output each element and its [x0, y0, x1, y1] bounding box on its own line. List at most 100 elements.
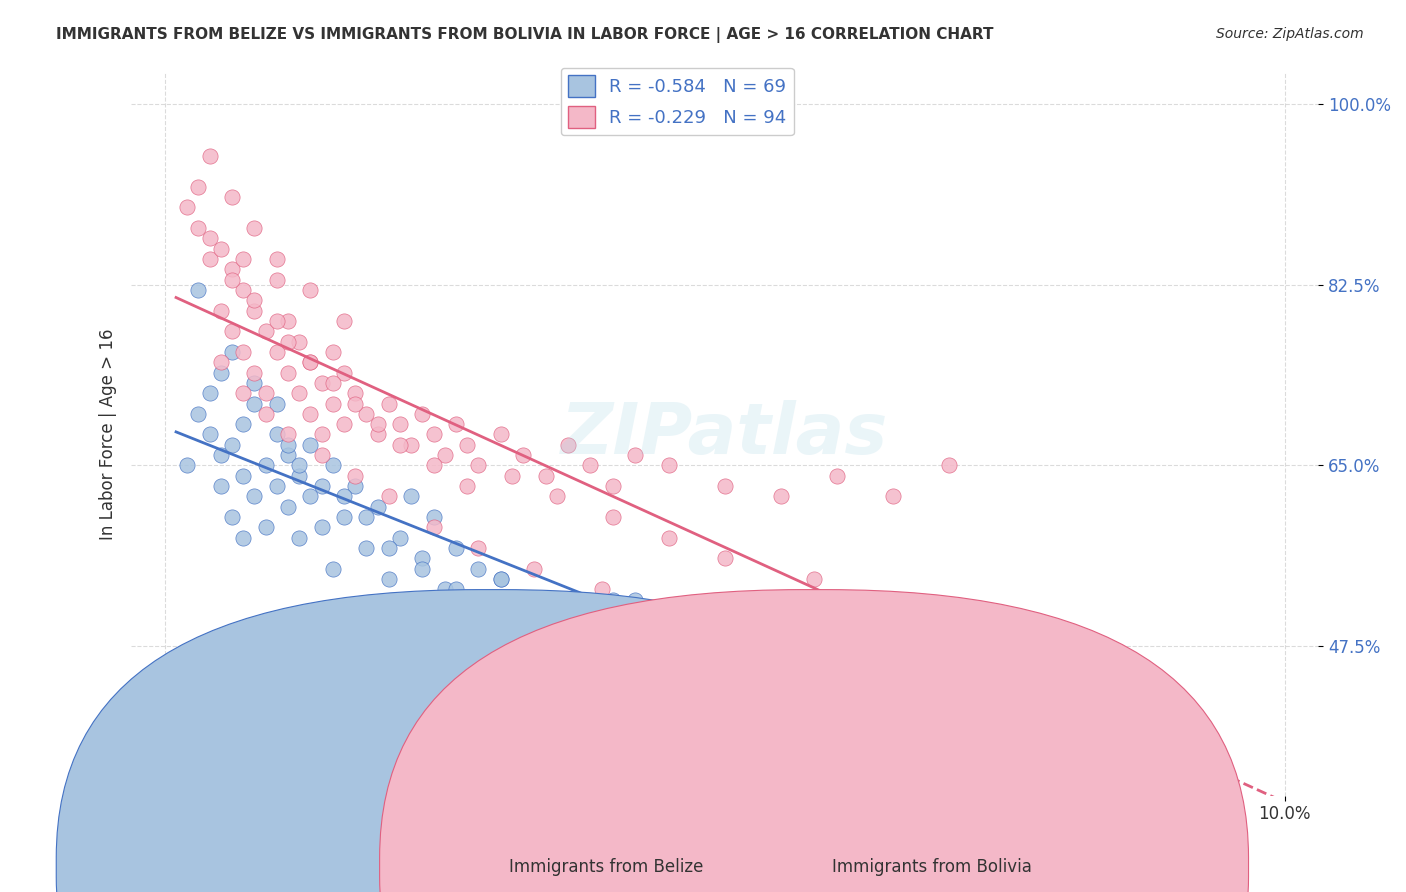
- Point: [512, 448, 534, 462]
- Point: [299, 438, 322, 452]
- Point: [209, 303, 232, 318]
- Point: [658, 634, 681, 648]
- Point: [825, 655, 848, 669]
- Point: [444, 541, 467, 555]
- Point: [311, 427, 333, 442]
- Point: [322, 376, 344, 390]
- Point: [713, 479, 735, 493]
- Point: [367, 500, 389, 514]
- Point: [422, 510, 444, 524]
- Point: [243, 376, 266, 390]
- Point: [209, 448, 232, 462]
- Point: [266, 273, 288, 287]
- Point: [501, 468, 523, 483]
- Point: [367, 417, 389, 432]
- Point: [311, 520, 333, 534]
- Point: [288, 468, 311, 483]
- Point: [322, 396, 344, 410]
- Point: [243, 293, 266, 308]
- Point: [433, 448, 456, 462]
- Point: [311, 479, 333, 493]
- Point: [882, 592, 904, 607]
- Point: [266, 252, 288, 266]
- Point: [333, 490, 356, 504]
- Point: [456, 479, 478, 493]
- Point: [221, 345, 243, 359]
- Point: [333, 417, 356, 432]
- Point: [422, 427, 444, 442]
- Point: [198, 149, 221, 163]
- Point: [591, 582, 613, 597]
- Point: [534, 468, 557, 483]
- Point: [187, 221, 209, 235]
- Point: [232, 531, 254, 545]
- Point: [411, 562, 433, 576]
- Text: ZIPatlas: ZIPatlas: [561, 400, 889, 469]
- Point: [221, 262, 243, 277]
- Point: [769, 644, 792, 658]
- Point: [444, 582, 467, 597]
- Point: [523, 562, 546, 576]
- Point: [254, 407, 277, 421]
- Point: [311, 376, 333, 390]
- Point: [378, 490, 401, 504]
- Point: [489, 572, 512, 586]
- Point: [546, 634, 568, 648]
- Y-axis label: In Labor Force | Age > 16: In Labor Force | Age > 16: [100, 329, 117, 541]
- Point: [356, 407, 378, 421]
- Point: [356, 510, 378, 524]
- Point: [198, 231, 221, 245]
- Point: [489, 572, 512, 586]
- Point: [288, 334, 311, 349]
- Point: [602, 479, 624, 493]
- Point: [254, 458, 277, 473]
- Point: [546, 490, 568, 504]
- Point: [735, 634, 758, 648]
- Point: [579, 603, 602, 617]
- Point: [713, 551, 735, 566]
- Point: [266, 396, 288, 410]
- Point: [825, 613, 848, 627]
- Point: [198, 252, 221, 266]
- Point: [769, 644, 792, 658]
- Point: [221, 190, 243, 204]
- Point: [344, 468, 367, 483]
- Point: [311, 448, 333, 462]
- Point: [692, 624, 714, 638]
- Point: [187, 179, 209, 194]
- Point: [467, 562, 489, 576]
- Point: [378, 572, 401, 586]
- Point: [356, 541, 378, 555]
- Point: [378, 541, 401, 555]
- Text: Source: ZipAtlas.com: Source: ZipAtlas.com: [1216, 27, 1364, 41]
- Point: [411, 407, 433, 421]
- Point: [557, 438, 579, 452]
- Point: [333, 314, 356, 328]
- Point: [322, 562, 344, 576]
- Text: IMMIGRANTS FROM BELIZE VS IMMIGRANTS FROM BOLIVIA IN LABOR FORCE | AGE > 16 CORR: IMMIGRANTS FROM BELIZE VS IMMIGRANTS FRO…: [56, 27, 994, 43]
- Point: [187, 407, 209, 421]
- Point: [277, 366, 299, 380]
- Point: [333, 366, 356, 380]
- Point: [378, 396, 401, 410]
- Point: [232, 386, 254, 401]
- Point: [602, 510, 624, 524]
- Point: [624, 448, 647, 462]
- Point: [456, 592, 478, 607]
- Point: [769, 490, 792, 504]
- Point: [467, 458, 489, 473]
- Point: [938, 458, 960, 473]
- Point: [299, 355, 322, 369]
- Point: [422, 520, 444, 534]
- Point: [299, 355, 322, 369]
- Point: [288, 458, 311, 473]
- Point: [713, 624, 735, 638]
- Legend: R = -0.584   N = 69, R = -0.229   N = 94: R = -0.584 N = 69, R = -0.229 N = 94: [561, 68, 794, 136]
- Point: [322, 458, 344, 473]
- Point: [209, 366, 232, 380]
- Point: [624, 592, 647, 607]
- Point: [277, 334, 299, 349]
- Text: Immigrants from Bolivia: Immigrants from Bolivia: [832, 858, 1032, 876]
- Point: [277, 500, 299, 514]
- Point: [232, 252, 254, 266]
